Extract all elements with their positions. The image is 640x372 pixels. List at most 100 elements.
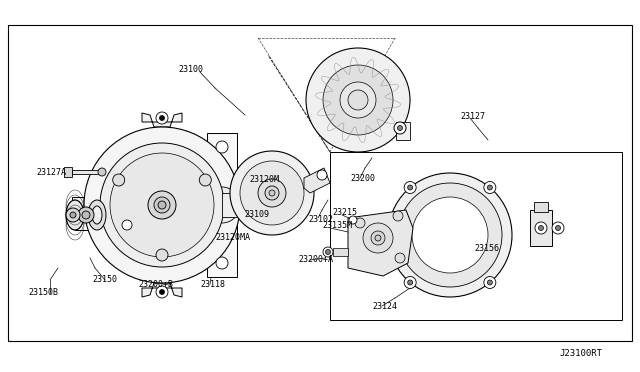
Circle shape [393,211,403,221]
Circle shape [412,197,488,273]
Text: 23124: 23124 [372,302,397,311]
Text: 23156: 23156 [474,244,499,253]
Polygon shape [72,170,102,174]
Ellipse shape [344,74,356,126]
Polygon shape [142,283,182,297]
Text: 23200+A: 23200+A [298,255,333,264]
Circle shape [408,185,413,190]
Circle shape [82,211,90,219]
Circle shape [199,174,211,186]
Circle shape [212,195,232,215]
Circle shape [230,151,314,235]
Circle shape [538,225,543,231]
Ellipse shape [259,210,271,214]
Circle shape [323,65,393,135]
Bar [534,202,548,212]
Circle shape [148,191,176,219]
Circle shape [363,223,393,253]
Circle shape [159,289,164,295]
Text: 23200+B: 23200+B [138,280,173,289]
Text: 23118: 23118 [200,280,225,289]
Circle shape [204,187,240,223]
Text: 23120M: 23120M [249,175,279,184]
Circle shape [98,168,106,176]
Circle shape [265,186,279,200]
Polygon shape [64,167,72,177]
Text: 23150B: 23150B [28,288,58,297]
Circle shape [487,185,492,190]
Text: 23215: 23215 [332,208,357,217]
Circle shape [122,220,132,230]
Circle shape [349,216,357,224]
Text: 23127A: 23127A [36,168,66,177]
Circle shape [154,197,170,213]
Ellipse shape [360,74,372,126]
Circle shape [156,249,168,261]
Circle shape [159,115,164,121]
Circle shape [326,250,330,254]
Circle shape [348,90,368,110]
Ellipse shape [259,175,271,179]
Circle shape [240,161,304,225]
Circle shape [487,280,492,285]
Circle shape [355,218,365,228]
Ellipse shape [259,189,271,193]
Text: 23200: 23200 [350,174,375,183]
Circle shape [340,82,376,118]
Circle shape [70,212,76,218]
Circle shape [556,225,561,231]
Circle shape [484,276,496,289]
Circle shape [552,222,564,234]
Text: 23120MA: 23120MA [215,233,250,242]
Ellipse shape [259,196,271,200]
Text: 23127: 23127 [460,112,485,121]
Polygon shape [142,113,182,127]
Circle shape [258,179,286,207]
Circle shape [156,286,168,298]
Ellipse shape [88,200,106,230]
Circle shape [66,208,80,222]
Circle shape [78,207,94,223]
Circle shape [395,253,405,263]
Circle shape [375,235,381,241]
Circle shape [84,127,240,283]
Circle shape [110,153,214,257]
Circle shape [484,182,496,193]
Text: 23102: 23102 [308,215,333,224]
Circle shape [394,122,406,134]
Polygon shape [207,133,237,277]
Polygon shape [222,193,240,217]
Bar [530,210,552,246]
Text: 23100: 23100 [178,65,203,74]
Circle shape [113,174,125,186]
Ellipse shape [269,170,297,220]
Ellipse shape [259,182,271,186]
Circle shape [371,231,385,245]
Circle shape [158,201,166,209]
Text: 23150: 23150 [92,275,117,284]
Text: 23109: 23109 [244,210,269,219]
Bar [330,152,622,320]
Circle shape [398,183,502,287]
Ellipse shape [259,203,271,207]
Circle shape [306,48,410,152]
Circle shape [323,247,333,257]
Polygon shape [72,197,84,213]
Polygon shape [396,122,410,140]
Ellipse shape [66,200,84,230]
Bar [8,25,632,341]
Circle shape [216,141,228,153]
Text: J23100RT: J23100RT [559,349,602,358]
Polygon shape [348,210,413,276]
Circle shape [408,280,413,285]
Circle shape [317,170,327,180]
Polygon shape [333,248,348,256]
Circle shape [397,125,403,131]
Ellipse shape [234,170,262,220]
Ellipse shape [92,206,102,224]
Circle shape [404,276,416,289]
Circle shape [269,190,275,196]
Circle shape [100,143,224,267]
Circle shape [156,112,168,124]
Circle shape [535,222,547,234]
